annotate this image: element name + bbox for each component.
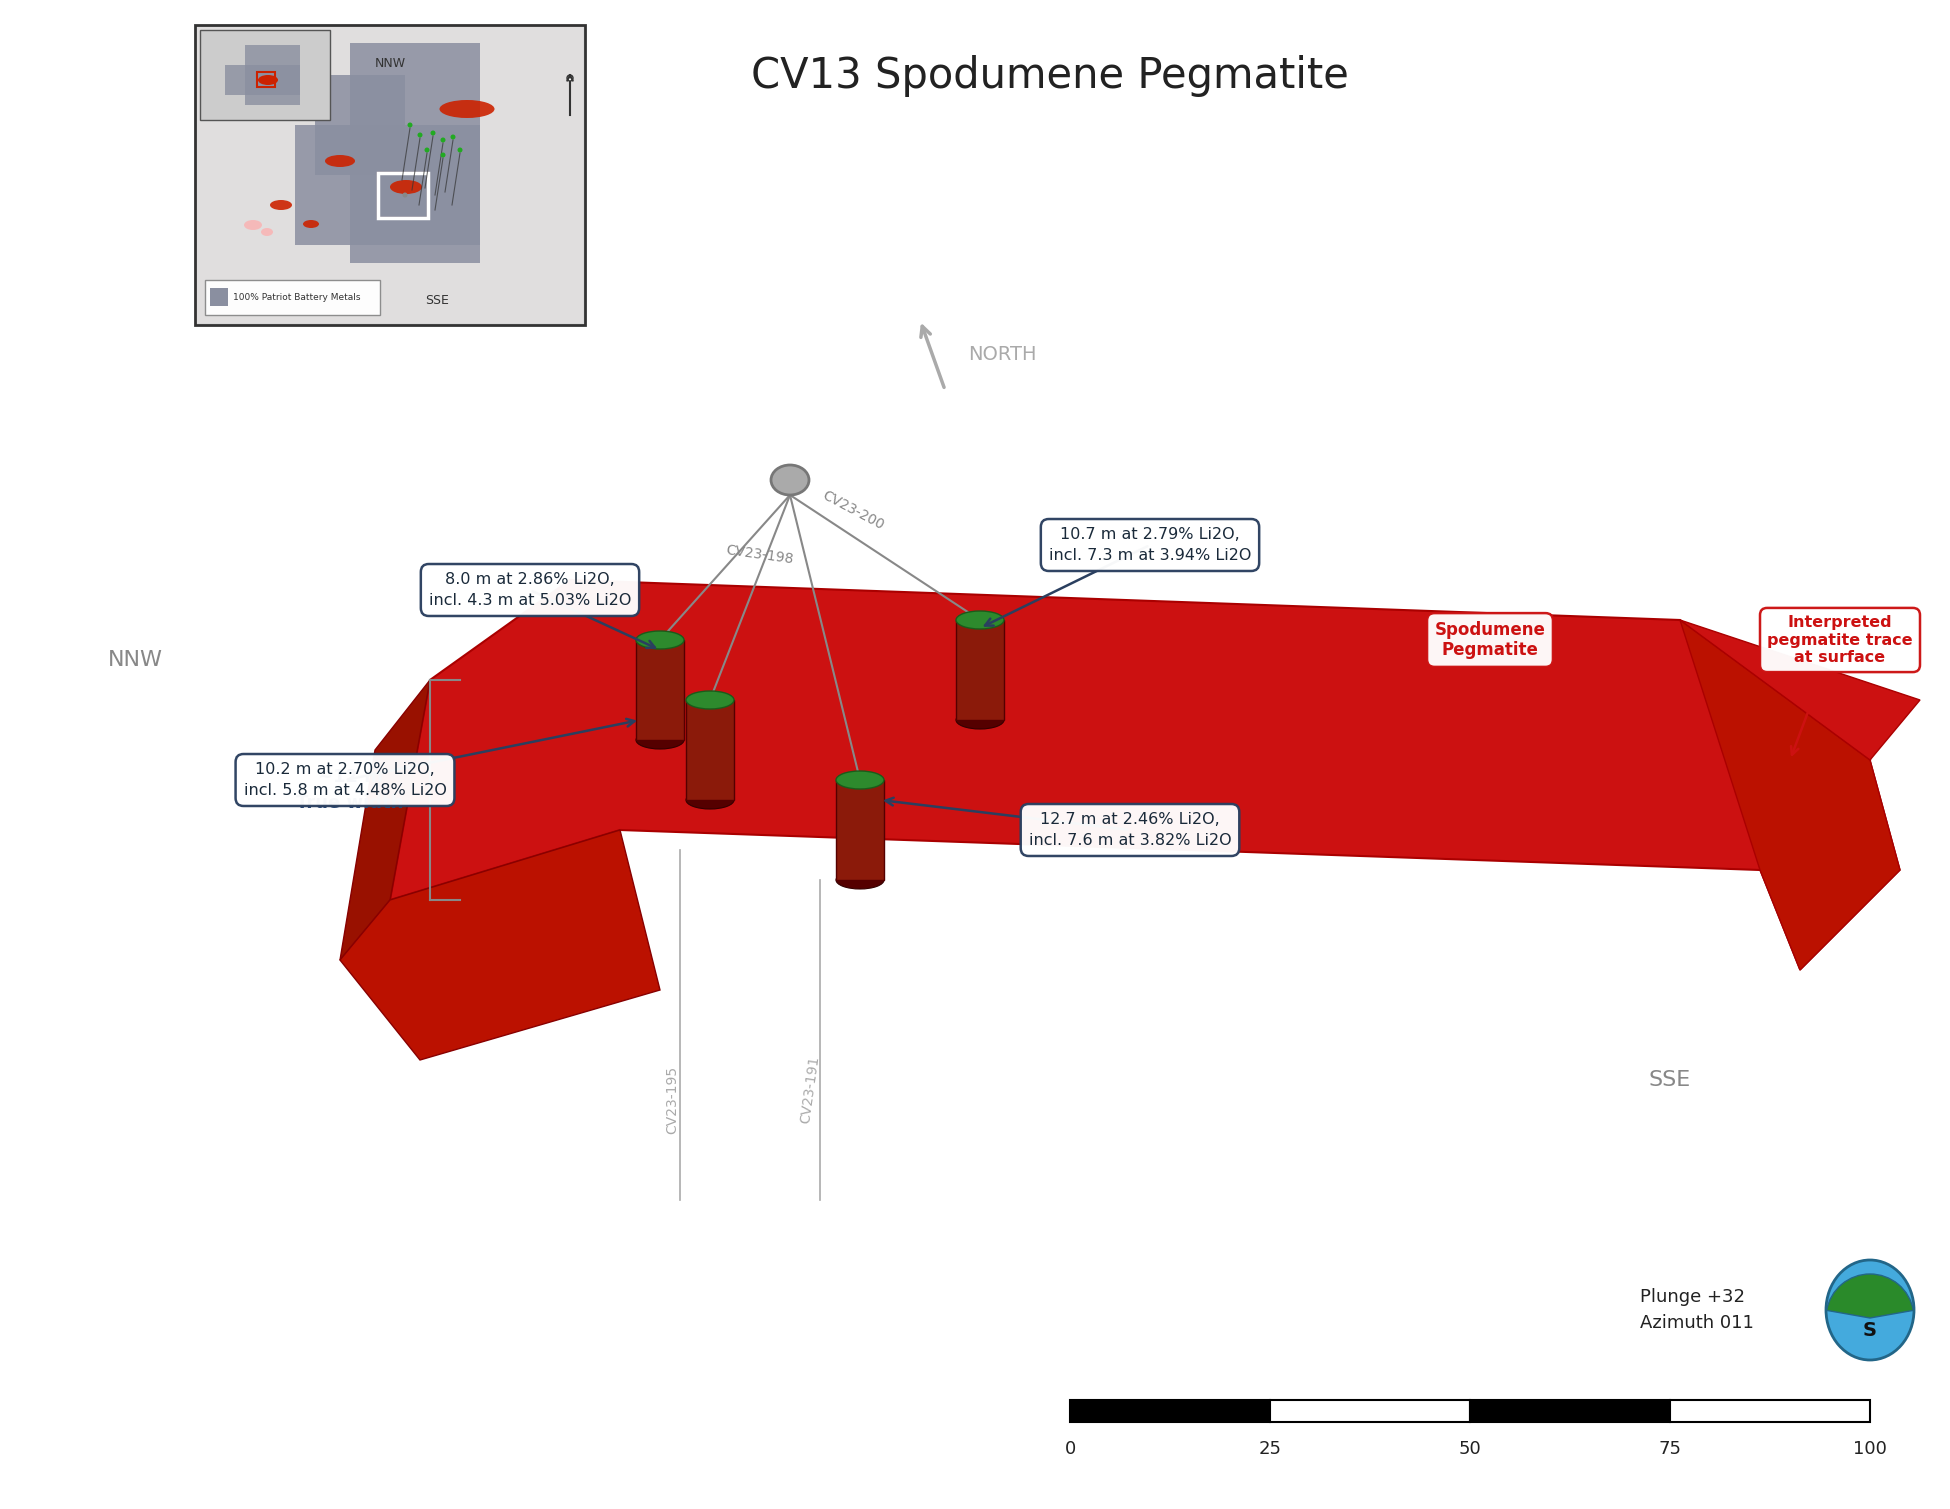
Polygon shape <box>339 681 431 960</box>
Polygon shape <box>1761 761 1899 970</box>
Ellipse shape <box>439 100 495 118</box>
Text: CV23-198: CV23-198 <box>725 543 794 567</box>
Ellipse shape <box>636 730 684 748</box>
Text: 10.7 m at 2.79% Li2O,
incl. 7.3 m at 3.94% Li2O: 10.7 m at 2.79% Li2O, incl. 7.3 m at 3.9… <box>1049 527 1252 563</box>
Ellipse shape <box>417 133 423 137</box>
Bar <box>246 45 300 106</box>
Ellipse shape <box>837 871 883 889</box>
Bar <box>1669 1400 1870 1421</box>
Text: NNW: NNW <box>107 650 162 670</box>
Text: S: S <box>1862 1320 1878 1340</box>
Ellipse shape <box>770 465 809 495</box>
Text: CV23-195: CV23-195 <box>665 1065 679 1135</box>
Bar <box>197 27 583 323</box>
Text: SSE: SSE <box>425 294 449 306</box>
Text: 50: 50 <box>1459 1440 1482 1458</box>
Ellipse shape <box>956 611 1004 629</box>
Ellipse shape <box>686 791 733 809</box>
Bar <box>201 30 330 121</box>
Ellipse shape <box>257 75 279 85</box>
Bar <box>257 72 275 88</box>
Bar <box>378 174 427 217</box>
Text: 100: 100 <box>1852 1440 1888 1458</box>
Polygon shape <box>1681 620 1899 970</box>
Bar <box>1269 1400 1470 1421</box>
Bar <box>195 26 585 324</box>
Ellipse shape <box>402 193 408 198</box>
Ellipse shape <box>244 220 261 229</box>
Bar <box>205 281 380 315</box>
Ellipse shape <box>441 152 445 157</box>
Bar <box>1071 1400 1269 1421</box>
Text: Interpreted
pegmatite trace
at surface: Interpreted pegmatite trace at surface <box>1767 616 1913 665</box>
Polygon shape <box>956 620 1004 720</box>
Ellipse shape <box>1825 1260 1915 1360</box>
Text: 8.0 m at 2.86% Li2O,
incl. 4.3 m at 5.03% Li2O: 8.0 m at 2.86% Li2O, incl. 4.3 m at 5.03… <box>429 572 632 608</box>
Bar <box>1470 1400 1669 1421</box>
Ellipse shape <box>458 148 462 152</box>
Bar <box>294 125 480 244</box>
Polygon shape <box>390 579 1870 899</box>
Ellipse shape <box>956 711 1004 729</box>
Polygon shape <box>636 640 684 739</box>
Ellipse shape <box>431 130 435 136</box>
Ellipse shape <box>261 228 273 235</box>
Ellipse shape <box>425 148 429 152</box>
Polygon shape <box>686 700 733 800</box>
Text: NNW: NNW <box>374 57 406 69</box>
Text: ~12 m
True width: ~12 m True width <box>296 768 404 812</box>
Text: 0: 0 <box>1065 1440 1076 1458</box>
Text: 25: 25 <box>1258 1440 1281 1458</box>
Bar <box>224 65 300 95</box>
Text: Plunge +32
Azimuth 011: Plunge +32 Azimuth 011 <box>1640 1289 1753 1331</box>
Text: CV23-200: CV23-200 <box>821 487 887 533</box>
Text: 10.2 m at 2.70% Li2O,
incl. 5.8 m at 4.48% Li2O: 10.2 m at 2.70% Li2O, incl. 5.8 m at 4.4… <box>244 762 447 798</box>
Polygon shape <box>1681 620 1921 761</box>
Ellipse shape <box>450 134 456 139</box>
Text: CV23-191: CV23-191 <box>798 1055 821 1124</box>
Ellipse shape <box>302 220 320 228</box>
Text: CV13 Spodumene Pegmatite: CV13 Spodumene Pegmatite <box>751 54 1349 97</box>
Ellipse shape <box>837 771 883 789</box>
Text: Spodumene
Pegmatite: Spodumene Pegmatite <box>1435 620 1546 659</box>
Ellipse shape <box>390 180 421 195</box>
Ellipse shape <box>269 201 292 210</box>
Wedge shape <box>1827 1274 1913 1317</box>
Bar <box>378 174 427 217</box>
Ellipse shape <box>636 631 684 649</box>
Text: SSE: SSE <box>1650 1070 1691 1089</box>
Text: 100% Patriot Battery Metals: 100% Patriot Battery Metals <box>232 293 361 302</box>
Polygon shape <box>339 830 659 1059</box>
Polygon shape <box>837 780 883 880</box>
Bar <box>349 42 480 263</box>
Bar <box>316 75 406 175</box>
Text: 12.7 m at 2.46% Li2O,
incl. 7.6 m at 3.82% Li2O: 12.7 m at 2.46% Li2O, incl. 7.6 m at 3.8… <box>1030 812 1230 848</box>
Ellipse shape <box>408 122 413 127</box>
Ellipse shape <box>326 155 355 167</box>
Bar <box>211 288 228 306</box>
Ellipse shape <box>567 75 573 81</box>
Ellipse shape <box>686 691 733 709</box>
Ellipse shape <box>441 137 445 142</box>
Text: 75: 75 <box>1659 1440 1681 1458</box>
Text: NORTH: NORTH <box>967 346 1037 365</box>
